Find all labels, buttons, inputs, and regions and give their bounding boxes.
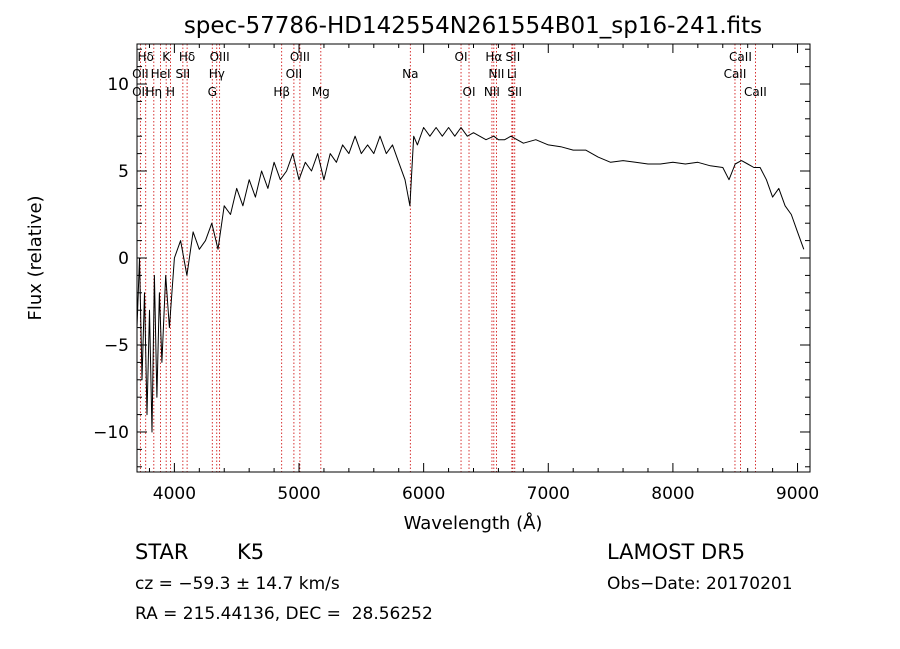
coordinates: RA = 215.44136, DEC = 28.56252 [135, 604, 433, 624]
line-label: CaII [724, 67, 747, 81]
line-label: NII [484, 85, 500, 99]
x-tick-label: 9000 [776, 484, 819, 504]
line-label: NII [488, 67, 504, 81]
line-label: CaII [744, 85, 767, 99]
spectrum-line [136, 127, 805, 433]
x-tick-label: 8000 [651, 484, 694, 504]
line-label: HeI [151, 67, 171, 81]
line-label: Hδ [179, 50, 195, 64]
x-tick-label: 7000 [527, 484, 570, 504]
x-tick-label: 5000 [277, 484, 320, 504]
observation-date: Obs−Date: 20170201 [607, 574, 793, 594]
object-class: STAR [135, 540, 189, 564]
y-tick-label: −5 [104, 336, 129, 356]
x-axis-label: Wavelength (Å) [404, 512, 543, 534]
plot-frame [136, 43, 811, 473]
redshift-velocity: cz = −59.3 ± 14.7 km/s [135, 574, 340, 594]
x-axis: 4000 5000 6000 7000 8000 9000 [148, 44, 819, 504]
line-label: Hγ [209, 67, 225, 81]
line-label: CaII [729, 50, 752, 64]
survey-name: LAMOST DR5 [607, 540, 746, 564]
line-label: Na [402, 67, 418, 81]
line-label: Li [507, 67, 517, 81]
line-label: Hη [146, 85, 163, 99]
line-label: SII [507, 85, 522, 99]
line-label: SII [176, 67, 191, 81]
subclass: K5 [237, 540, 265, 564]
line-label: H [166, 85, 175, 99]
y-axis: −10 −5 0 5 10 [93, 48, 810, 468]
x-tick-label: 4000 [153, 484, 196, 504]
line-label: Mg [312, 85, 330, 99]
x-tick-label: 6000 [402, 484, 445, 504]
line-label: G [208, 85, 217, 99]
line-label: OIII [290, 50, 310, 64]
line-label: OI [463, 85, 476, 99]
y-tick-label: 5 [118, 162, 129, 182]
y-tick-label: 0 [118, 249, 129, 269]
emission-line-markers [139, 44, 756, 472]
line-label: OII [132, 67, 149, 81]
line-label: SII [506, 50, 521, 64]
line-label: OIII [210, 50, 230, 64]
y-tick-label: −10 [93, 423, 129, 443]
line-label: Hδ [138, 50, 154, 64]
y-tick-label: 10 [107, 75, 129, 95]
line-label: OII [286, 67, 303, 81]
line-label: Hα [485, 50, 502, 64]
line-label: OII [132, 85, 149, 99]
chart-title: spec-57786-HD142554N261554B01_sp16-241.f… [184, 13, 762, 39]
line-label: Hβ [273, 85, 290, 99]
y-axis-label: Flux (relative) [25, 195, 46, 320]
line-label: OI [455, 50, 468, 64]
series-layer [136, 127, 805, 433]
line-label: K [162, 50, 171, 64]
